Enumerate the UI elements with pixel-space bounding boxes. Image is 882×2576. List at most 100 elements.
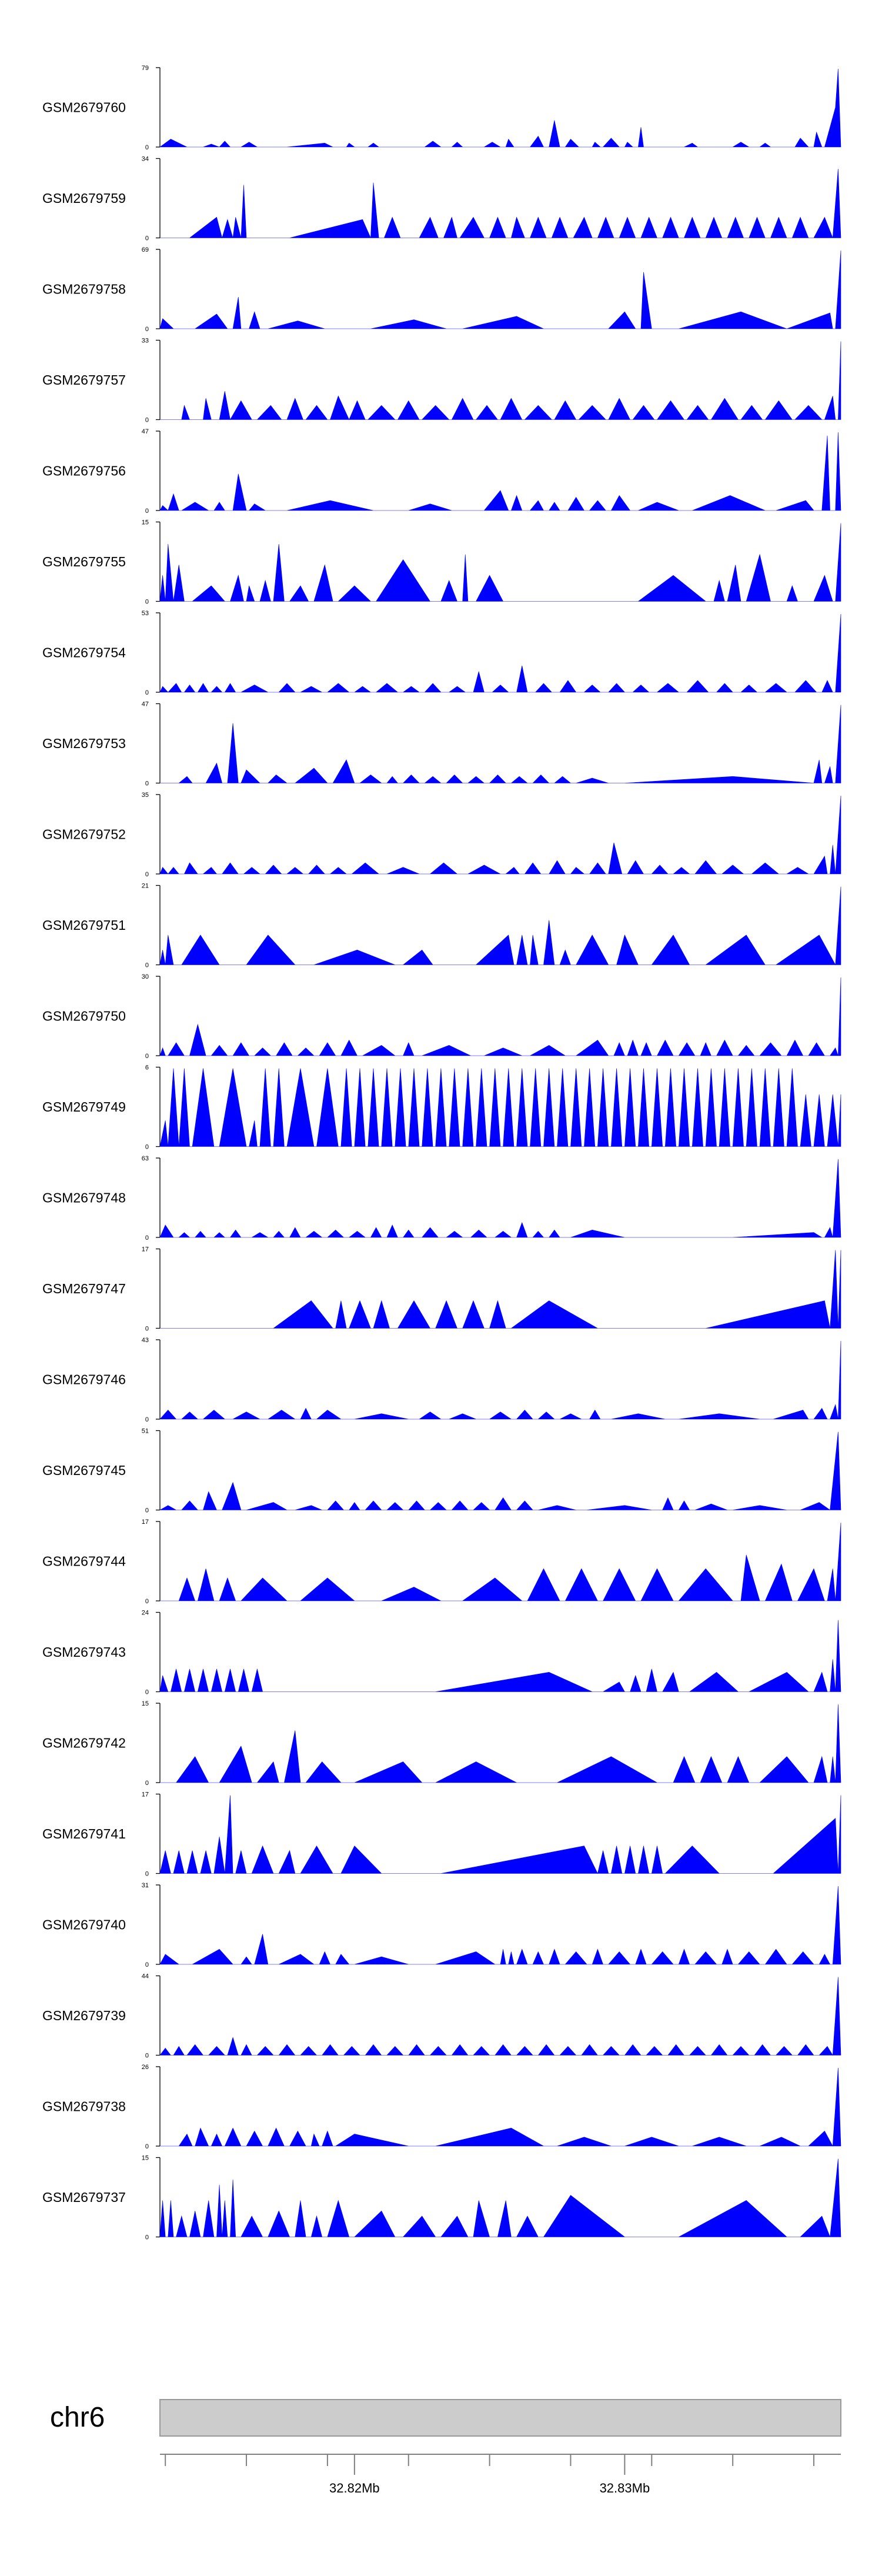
coverage-area [160,2067,841,2147]
coverage-area [159,1886,841,1965]
track-ymax-label: 26 [142,2064,149,2071]
track-ymax-label: 17 [142,1791,149,1798]
track-ymin-label: 0 [145,2053,149,2060]
coverage-area [160,1704,841,1783]
coverage-area [159,1620,841,1692]
track-GSM2679751: GSM2679751 21 0 [42,883,841,969]
track-ymax-label: 30 [142,973,149,980]
coverage-area [159,523,841,602]
track-ymin-label: 0 [145,1144,149,1151]
track-ymin-label: 0 [145,689,149,696]
track-ymax-label: 51 [142,1428,149,1435]
track-GSM2679755: GSM2679755 15 0 [42,519,841,606]
track-ymax-label: 53 [142,610,149,617]
track-label: GSM2679749 [42,1099,126,1115]
track-GSM2679760: GSM2679760 79 0 [42,65,841,151]
track-ymax-label: 43 [142,1337,149,1344]
track-ymax-label: 47 [142,701,149,708]
track-GSM2679750: GSM2679750 30 0 [42,973,841,1060]
track-GSM2679758: GSM2679758 69 0 [42,246,841,333]
track-label: GSM2679753 [42,736,126,751]
track-label: GSM2679755 [42,554,126,569]
track-ymin-label: 0 [145,962,149,969]
coverage-area [160,1522,841,1601]
coverage-area [160,1250,841,1329]
track-ymax-label: 44 [142,1973,149,1980]
track-GSM2679748: GSM2679748 63 0 [42,1155,841,1242]
track-GSM2679754: GSM2679754 53 0 [42,610,841,696]
data-tracks: GSM2679760790GSM2679759340GSM2679758690G… [42,65,841,2241]
coverage-area [159,2158,841,2237]
coverage-area [159,1068,841,1147]
track-ymin-label: 0 [145,2143,149,2150]
track-ymin-label: 0 [145,1871,149,1878]
track-ymin-label: 0 [145,144,149,151]
track-label: GSM2679757 [42,372,126,388]
track-GSM2679752: GSM2679752 35 0 [42,792,841,878]
track-ymin-label: 0 [145,326,149,333]
track-label: GSM2679752 [42,827,126,842]
chromosome-label: chr6 [50,2402,105,2433]
track-label: GSM2679754 [42,645,126,660]
track-ymin-label: 0 [145,1689,149,1696]
coverage-area [160,341,841,421]
track-label: GSM2679750 [42,1009,126,1024]
track-ymax-label: 35 [142,792,149,799]
track-GSM2679757: GSM2679757 33 0 [42,338,841,424]
track-ymin-label: 0 [145,780,149,788]
ruler-tick-label: 32.82Mb [329,2481,380,2495]
track-label: GSM2679743 [42,1644,126,1660]
track-ymin-label: 0 [145,1961,149,1968]
track-ymax-label: 21 [142,883,149,890]
coverage-area [159,250,841,329]
track-GSM2679740: GSM2679740 31 0 [42,1882,841,1968]
coverage-area [160,705,841,783]
track-GSM2679746: GSM2679746 43 0 [42,1337,841,1423]
track-label: GSM2679740 [42,1917,126,1933]
coverage-area [159,795,841,875]
track-label: GSM2679756 [42,463,126,479]
track-ymin-label: 0 [145,2234,149,2241]
track-GSM2679753: GSM2679753 47 0 [42,701,841,788]
track-ymin-label: 0 [145,1234,149,1242]
coverage-area [159,1795,841,1874]
track-ymax-label: 15 [142,519,149,526]
track-label: GSM2679744 [42,1554,126,1569]
track-GSM2679749: GSM2679749 6 0 [42,1065,841,1151]
track-ymax-label: 6 [145,1065,149,1072]
track-ymin-label: 0 [145,871,149,878]
track-GSM2679737: GSM2679737 15 0 [42,2155,841,2241]
track-ymax-label: 24 [142,1610,149,1617]
track-ymax-label: 47 [142,428,149,435]
track-ymin-label: 0 [145,235,149,242]
track-label: GSM2679737 [42,2190,126,2205]
track-label: GSM2679747 [42,1281,126,1296]
track-GSM2679745: GSM2679745 51 0 [42,1428,841,1514]
track-ymax-label: 79 [142,65,149,72]
coverage-area [159,1159,841,1238]
track-ymin-label: 0 [145,599,149,606]
chromosome-ideogram [159,2399,841,2437]
track-ymin-label: 0 [145,1507,149,1514]
track-ymax-label: 17 [142,1246,149,1253]
track-label: GSM2679759 [42,191,126,206]
track-ymax-label: 15 [142,1700,149,1707]
track-ymin-label: 0 [145,1416,149,1423]
coverage-area [159,886,841,966]
track-label: GSM2679758 [42,282,126,297]
coverage-area [159,613,841,693]
track-GSM2679743: GSM2679743 24 0 [42,1610,841,1696]
track-ymax-label: 31 [142,1882,149,1889]
track-label: GSM2679751 [42,917,126,933]
track-label: GSM2679738 [42,2099,126,2114]
track-ymin-label: 0 [145,1598,149,1605]
track-ymax-label: 34 [142,156,149,163]
track-label: GSM2679739 [42,2008,126,2023]
coverage-area [160,169,841,239]
coverage-area [159,977,841,1056]
track-GSM2679756: GSM2679756 47 0 [42,428,841,515]
genome-axis-track: chr6 32.82Mb 32.83Mb [50,2399,841,2495]
coverage-area [159,1340,841,1420]
track-ymin-label: 0 [145,417,149,424]
